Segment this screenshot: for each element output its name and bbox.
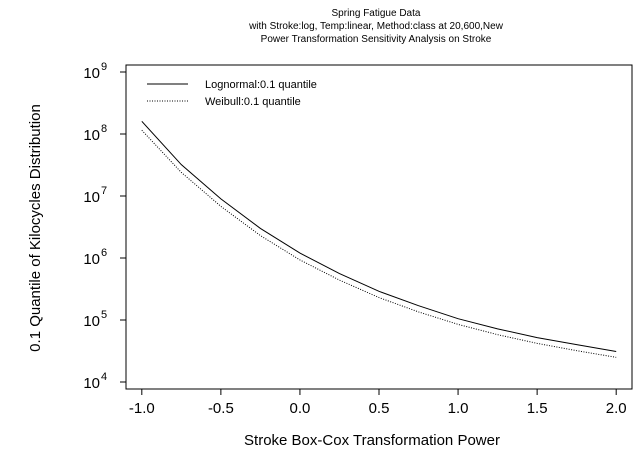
legend: Lognormal:0.1 quantile Weibull:0.1 quant… bbox=[147, 79, 317, 108]
y-tick-label: 10 bbox=[83, 313, 100, 330]
y-tick-label: 10 bbox=[83, 375, 100, 392]
y-tick-exponent: 8 bbox=[101, 123, 107, 135]
x-tick-label: 2.0 bbox=[606, 400, 627, 417]
y-tick-exponent: 6 bbox=[101, 247, 107, 259]
y-tick-exponent: 9 bbox=[101, 61, 107, 73]
chart-title-line-1: Spring Fatigue Data bbox=[332, 8, 421, 19]
x-axis-label: Stroke Box-Cox Transformation Power bbox=[244, 432, 500, 449]
y-axis-label: 0.1 Quantile of Kilocycles Distribution bbox=[27, 104, 44, 352]
legend-label-weibull: Weibull:0.1 quantile bbox=[205, 96, 301, 108]
series-line-weibull bbox=[141, 129, 617, 358]
legend-label-lognormal: Lognormal:0.1 quantile bbox=[205, 79, 317, 91]
plot-frame bbox=[125, 64, 633, 390]
y-tick-label: 10 bbox=[83, 189, 100, 206]
y-tick-label: 10 bbox=[83, 251, 100, 268]
x-tick-label: 0.0 bbox=[290, 400, 311, 417]
series-line-lognormal bbox=[141, 121, 617, 353]
y-tick-exponent: 7 bbox=[101, 185, 107, 197]
x-tick-label: -1.0 bbox=[129, 400, 155, 417]
chart-title-line-3: Power Transformation Sensitivity Analysi… bbox=[261, 34, 492, 45]
y-tick-label: 10 bbox=[83, 65, 100, 82]
chart-title-line-2: with Stroke:log, Temp:linear, Method:cla… bbox=[248, 21, 504, 32]
x-axis-ticks: -1.0 -0.5 0.0 0.5 1.0 1.5 2.0 bbox=[129, 389, 627, 417]
y-tick-label: 10 bbox=[83, 127, 100, 144]
x-tick-label: 0.5 bbox=[369, 400, 390, 417]
y-tick-exponent: 5 bbox=[101, 309, 107, 321]
x-tick-label: -0.5 bbox=[208, 400, 234, 417]
x-tick-label: 1.0 bbox=[448, 400, 469, 417]
series-lines bbox=[141, 121, 617, 358]
x-tick-label: 1.5 bbox=[527, 400, 548, 417]
y-tick-exponent: 4 bbox=[101, 371, 107, 383]
